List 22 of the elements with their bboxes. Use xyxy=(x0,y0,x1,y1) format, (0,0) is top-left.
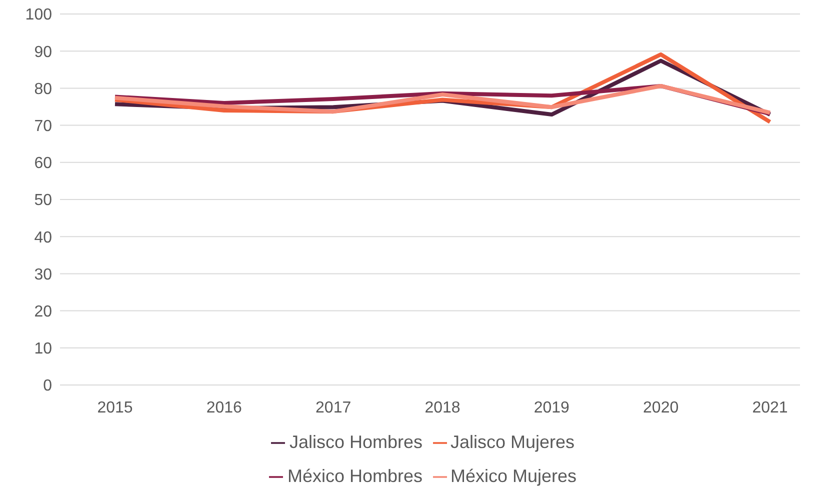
legend-label: México Hombres xyxy=(287,466,422,486)
y-tick-label: 50 xyxy=(34,192,52,210)
y-tick-label: 0 xyxy=(43,378,52,395)
y-tick-label: 40 xyxy=(34,229,52,246)
x-tick-label: 2018 xyxy=(424,399,460,416)
x-tick-label: 2017 xyxy=(316,399,352,416)
y-tick-label: 70 xyxy=(34,118,52,135)
y-tick-label: 80 xyxy=(34,80,52,98)
y-tick-label: 60 xyxy=(34,155,52,172)
y-tick-label: 100 xyxy=(25,6,52,24)
x-tick-label: 2020 xyxy=(643,399,679,416)
legend-label: Jalisco Hombres xyxy=(289,432,422,452)
x-tick-label: 2016 xyxy=(206,399,242,416)
legend-label: Jalisco Mujeres xyxy=(450,432,575,452)
y-tick-label: 20 xyxy=(34,303,52,320)
legend-label: México Mujeres xyxy=(450,466,577,486)
y-tick-label: 30 xyxy=(34,266,52,284)
x-tick-label: 2019 xyxy=(534,399,570,416)
y-tick-label: 10 xyxy=(34,340,52,358)
y-tick-label: 90 xyxy=(34,44,52,61)
x-tick-label: 2015 xyxy=(97,399,133,416)
x-tick-label: 2021 xyxy=(752,399,788,416)
